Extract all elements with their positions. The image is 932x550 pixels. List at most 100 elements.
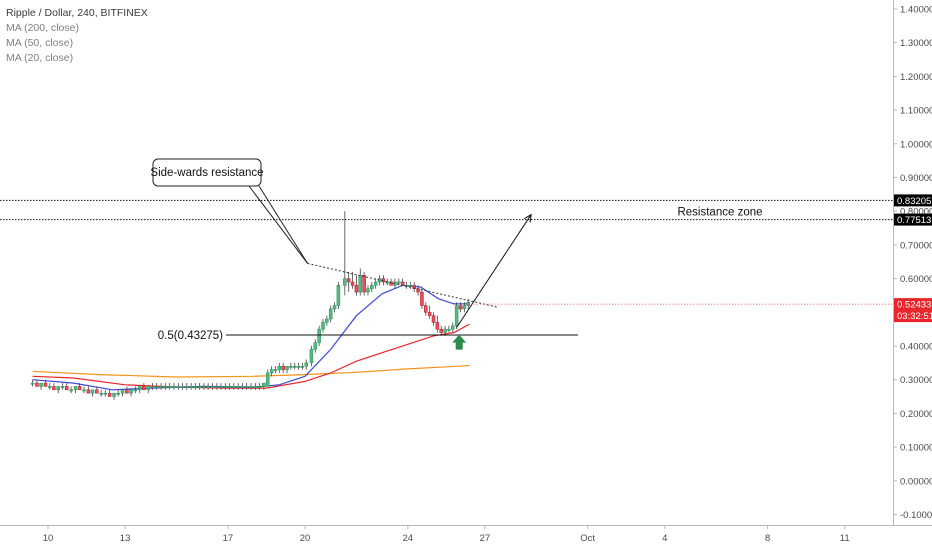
- ma-line-1: [32, 323, 470, 389]
- y-tick-label: 0.30000: [900, 375, 932, 386]
- candle-body: [427, 312, 432, 316]
- candle-body: [328, 308, 333, 320]
- countdown-tag: 03:32:51: [897, 311, 932, 322]
- candle-body: [103, 392, 108, 395]
- candle-body: [350, 281, 355, 286]
- candle-body: [232, 386, 236, 388]
- y-tick-label: 1.00000: [900, 139, 932, 150]
- candle-body: [325, 318, 329, 323]
- candle-body: [408, 285, 413, 287]
- level-tag-bg-1: [894, 213, 932, 226]
- candle-body: [176, 386, 181, 388]
- candle-body: [99, 392, 103, 395]
- candle-body: [244, 386, 249, 388]
- candle-body: [193, 386, 198, 388]
- candle-body: [52, 386, 56, 391]
- y-tick-label: 1.20000: [900, 72, 932, 83]
- candle-body: [189, 386, 193, 388]
- candle-body: [112, 392, 116, 397]
- sidewards-trendline: [307, 262, 498, 308]
- candle-body: [240, 386, 245, 388]
- candle-body: [227, 386, 232, 388]
- ma200-legend[interactable]: MA (200, close): [6, 22, 79, 34]
- candle-body: [265, 372, 270, 387]
- x-tick-label: 20: [300, 533, 311, 544]
- candle-body: [142, 386, 146, 391]
- candle-body: [150, 386, 155, 388]
- candle-body: [35, 382, 39, 387]
- callout-pointer-a: [248, 185, 308, 264]
- candle-body: [206, 386, 210, 388]
- candle-body: [343, 278, 347, 286]
- candle-body: [424, 305, 428, 313]
- y-tick-label: 0.10000: [900, 443, 932, 454]
- candle-body: [82, 389, 86, 392]
- candle-body: [129, 389, 133, 394]
- candle-body: [269, 369, 274, 374]
- candle-body: [458, 305, 463, 310]
- candle-body: [451, 325, 455, 330]
- ma-line-0: [32, 364, 470, 378]
- candle-body: [257, 386, 262, 388]
- ma20-legend[interactable]: MA (20, close): [6, 52, 74, 64]
- candle-body: [185, 386, 189, 388]
- level-tag-bg-0: [894, 194, 932, 207]
- candle-body: [120, 389, 125, 394]
- candle-body: [69, 389, 73, 392]
- y-tick-label: 1.40000: [900, 5, 932, 16]
- candle-body: [435, 322, 440, 330]
- candle-body: [309, 349, 314, 364]
- candle-body: [373, 281, 378, 286]
- ma50-legend[interactable]: MA (50, close): [6, 37, 74, 49]
- candle-body: [412, 285, 416, 289]
- candle-body: [321, 322, 325, 330]
- y-tick-label: 0.60000: [900, 274, 932, 285]
- candle-body: [358, 274, 363, 293]
- candle-body: [304, 362, 309, 367]
- up-arrow-icon: [452, 334, 467, 350]
- candle-body: [281, 365, 285, 370]
- candle-body: [172, 386, 176, 388]
- candle-body: [202, 386, 206, 388]
- candle-body: [300, 365, 305, 368]
- level-tag-0: 0.83205: [897, 196, 931, 207]
- candle-body: [249, 386, 253, 388]
- candle-body: [289, 365, 293, 368]
- candle-body: [60, 386, 65, 388]
- candle-body: [65, 386, 69, 391]
- x-tick-label: 13: [120, 533, 131, 544]
- callout-text: Side-wards resistance: [150, 167, 263, 179]
- candle-body: [210, 386, 215, 388]
- y-tick-label: -0.10000: [900, 510, 932, 521]
- candle-body: [73, 386, 78, 391]
- candle-body: [431, 315, 436, 323]
- y-tick-label: 1.30000: [900, 38, 932, 49]
- candle-body: [292, 365, 297, 368]
- candle-body: [43, 382, 48, 387]
- projection-arrow-head: [524, 213, 532, 223]
- y-tick-label: 1.10000: [900, 106, 932, 117]
- y-tick-label: 0.00000: [900, 476, 932, 487]
- candle-body: [236, 386, 240, 388]
- symbol-title[interactable]: Ripple / Dollar, 240, BITFINEX: [6, 7, 148, 19]
- candle-body: [285, 365, 289, 370]
- candle-body: [332, 305, 337, 310]
- projection-arrow-line: [456, 214, 532, 328]
- candle-body: [397, 281, 401, 284]
- x-tick-label: 11: [840, 533, 850, 544]
- y-tick-label: 0.80000: [900, 207, 932, 218]
- candle-body: [39, 382, 43, 387]
- x-tick-label: 4: [662, 533, 667, 544]
- x-tick-label: 27: [480, 533, 491, 544]
- candle-body: [354, 285, 359, 293]
- ma-line-2: [32, 284, 470, 391]
- candle-body: [125, 389, 129, 394]
- current-price-tag-bg: [894, 298, 932, 323]
- candle-body: [253, 386, 258, 388]
- candle-body: [223, 386, 228, 388]
- candle-body: [154, 386, 159, 388]
- candle-body: [159, 386, 163, 388]
- y-tick-label: 0.70000: [900, 240, 932, 251]
